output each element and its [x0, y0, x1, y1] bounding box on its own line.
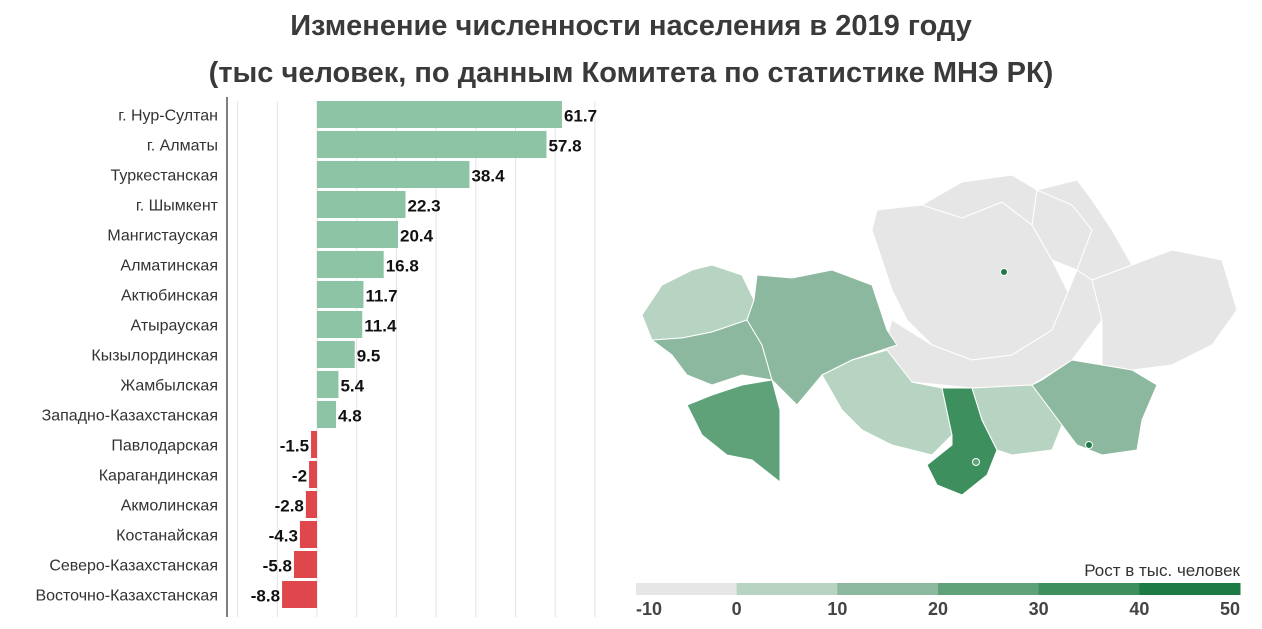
- map-region-almaty: [1031, 359, 1158, 456]
- kazakhstan-map: [641, 174, 1238, 496]
- chart-title-line2: (тыс человек, по данным Комитета по стат…: [208, 57, 1054, 89]
- bar: [317, 251, 384, 278]
- value-label: 11.4: [364, 317, 397, 336]
- bar: [317, 341, 355, 368]
- category-label: Атырауская: [131, 318, 219, 335]
- bar: [305, 491, 317, 518]
- category-label: Костанайская: [116, 528, 218, 545]
- map-city-almaty: [1085, 441, 1093, 449]
- category-label: г. Алматы: [147, 138, 218, 155]
- value-label: 11.7: [365, 287, 397, 306]
- bar-chart: г. Нур-Султан 61.7 г. Алматы 57.8 Туркестанс…: [35, 97, 597, 617]
- legend-tick-label: -10: [636, 599, 662, 619]
- bar: [317, 371, 339, 398]
- value-label: -8.8: [251, 587, 280, 606]
- legend-tick-label: 50: [1220, 599, 1240, 619]
- category-label: Павлодарская: [111, 438, 218, 455]
- value-label: 5.4: [340, 377, 364, 396]
- category-label: г. Нур-Султан: [118, 108, 218, 125]
- map-city-nur-sultan: [1000, 268, 1008, 276]
- bar: [317, 401, 337, 428]
- bar: [317, 281, 364, 308]
- value-label: -5.8: [263, 557, 292, 576]
- map-region-east-kaz: [1091, 249, 1238, 371]
- legend-bin: [837, 583, 939, 595]
- bar: [282, 581, 317, 608]
- category-label: Акмолинская: [121, 498, 218, 515]
- bar: [317, 191, 406, 218]
- bar: [299, 521, 317, 548]
- bar: [317, 311, 363, 338]
- map-city-shymkent: [972, 458, 980, 466]
- value-label: 9.5: [357, 347, 381, 366]
- value-label: -2.8: [275, 497, 304, 516]
- bar: [317, 131, 547, 158]
- value-label: -1.5: [280, 437, 309, 456]
- map-region-mangystau: [686, 379, 781, 484]
- category-label: Алматинская: [120, 258, 218, 275]
- legend-bin: [1038, 583, 1140, 595]
- bar: [317, 161, 470, 188]
- category-label: Мангистауская: [107, 228, 218, 245]
- category-label: Западно-Казахстанская: [42, 408, 218, 425]
- legend-bin: [736, 583, 838, 595]
- value-label: 22.3: [408, 197, 441, 216]
- chart-title-line1: Изменение численности населения в 2019 г…: [290, 10, 972, 42]
- value-label: 4.8: [338, 407, 362, 426]
- legend-bin: [1139, 583, 1241, 595]
- legend-tick-label: 20: [928, 599, 948, 619]
- legend-tick-label: 30: [1029, 599, 1049, 619]
- value-label: 38.4: [471, 167, 505, 186]
- category-label: Северо-Казахстанская: [49, 558, 218, 575]
- value-label: 57.8: [548, 137, 581, 156]
- bar: [309, 461, 317, 488]
- bar: [293, 551, 317, 578]
- legend-title: Рост в тыс. человек: [1084, 561, 1240, 580]
- legend-bin: [636, 583, 738, 595]
- map-region-aktobe: [746, 269, 898, 406]
- value-label: 16.8: [386, 257, 419, 276]
- value-label: 61.7: [564, 107, 597, 126]
- legend-tick-label: 10: [827, 599, 847, 619]
- category-label: Восточно-Казахстанская: [35, 588, 218, 605]
- legend-tick-label: 0: [732, 599, 742, 619]
- legend-bin: [938, 583, 1040, 595]
- category-label: Карагандинская: [99, 468, 218, 485]
- category-label: г. Шымкент: [136, 198, 219, 215]
- bar: [311, 431, 317, 458]
- value-label: -4.3: [269, 527, 298, 546]
- category-label: Актюбинская: [121, 288, 218, 305]
- legend-tick-label: 40: [1129, 599, 1149, 619]
- value-label: -2: [292, 467, 307, 486]
- bar: [317, 221, 398, 248]
- bar: [317, 101, 562, 128]
- category-label: Кызылординская: [91, 348, 218, 365]
- category-label: Туркестанская: [111, 168, 218, 185]
- value-label: 20.4: [400, 227, 434, 246]
- category-label: Жамбылская: [120, 378, 218, 395]
